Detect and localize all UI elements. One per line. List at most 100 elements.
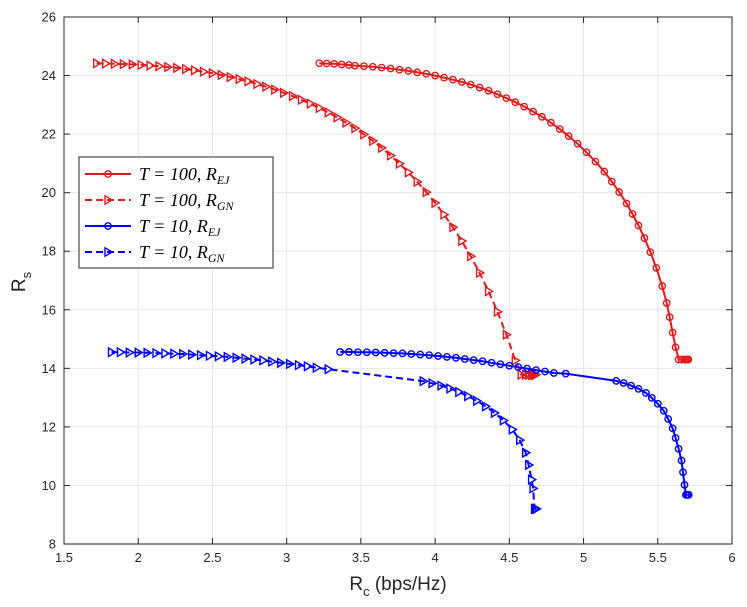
data-point xyxy=(469,356,478,365)
data-point xyxy=(223,351,233,363)
data-point xyxy=(634,221,643,230)
data-point xyxy=(371,348,380,357)
data-point xyxy=(561,369,570,378)
data-point xyxy=(524,459,535,471)
data-point xyxy=(684,355,693,364)
data-point xyxy=(484,86,493,95)
data-point xyxy=(671,343,680,352)
x-tick-label: 5 xyxy=(580,550,587,565)
data-point xyxy=(208,67,219,79)
series-line xyxy=(96,62,536,376)
data-point xyxy=(472,395,483,407)
data-point xyxy=(137,59,147,71)
data-point xyxy=(369,135,379,147)
data-point xyxy=(508,424,518,435)
data-point xyxy=(110,58,121,70)
data-point xyxy=(502,94,511,102)
data-point xyxy=(285,358,296,370)
x-tick-label: 4.5 xyxy=(500,550,518,565)
y-tick-label: 24 xyxy=(42,68,56,83)
data-point xyxy=(521,447,532,459)
legend-entry-t100-ej: T = 100, REJ xyxy=(139,164,230,187)
data-point xyxy=(443,353,451,361)
data-point xyxy=(196,349,207,361)
data-point xyxy=(541,367,549,376)
data-point xyxy=(493,306,504,318)
data-point xyxy=(404,66,413,75)
legend-entry-t100-gn: T = 100, RGN xyxy=(139,190,234,213)
data-point xyxy=(250,354,260,365)
data-point xyxy=(395,65,404,74)
data-point xyxy=(395,158,406,170)
data-point xyxy=(478,357,487,366)
data-point xyxy=(458,235,468,247)
data-point xyxy=(640,234,649,242)
data-point xyxy=(244,75,254,87)
data-point xyxy=(434,352,442,360)
data-point xyxy=(253,78,263,90)
data-point xyxy=(315,102,325,114)
data-point xyxy=(398,349,407,358)
data-point xyxy=(306,98,317,110)
series-1 xyxy=(92,57,542,381)
legend-marker-sample xyxy=(104,246,114,258)
data-point xyxy=(217,69,227,81)
data-point xyxy=(505,361,514,370)
data-point xyxy=(190,64,201,76)
data-point xyxy=(520,102,529,111)
data-point xyxy=(377,142,388,154)
data-point xyxy=(527,474,538,486)
data-point xyxy=(336,348,345,356)
data-point xyxy=(484,285,495,297)
data-point xyxy=(386,150,397,161)
data-point xyxy=(622,199,631,208)
data-point xyxy=(449,221,459,233)
data-point xyxy=(677,456,686,465)
data-point xyxy=(368,62,377,71)
series-layer xyxy=(92,57,693,515)
legend-entry-t10-gn: T = 10, RGN xyxy=(139,242,225,265)
data-point xyxy=(529,107,537,116)
data-point xyxy=(324,363,334,375)
data-point xyxy=(671,434,680,442)
legend-entry-t10-ej: T = 10, REJ xyxy=(139,216,221,239)
data-point xyxy=(259,355,269,366)
data-point xyxy=(511,98,520,107)
data-point xyxy=(467,250,477,262)
data-point xyxy=(684,490,693,499)
data-point xyxy=(419,375,429,387)
x-tick-label: 1.5 xyxy=(55,550,73,565)
data-point xyxy=(662,299,671,307)
y-tick-label: 12 xyxy=(42,419,56,434)
data-point xyxy=(619,379,628,387)
data-point xyxy=(431,197,441,209)
legend-marker-sample xyxy=(104,194,114,206)
data-point xyxy=(351,122,361,134)
data-point xyxy=(277,357,287,369)
data-point xyxy=(232,352,242,364)
data-point xyxy=(226,71,236,83)
data-point xyxy=(607,177,616,186)
y-tick-label: 18 xyxy=(42,244,56,259)
data-point xyxy=(288,90,299,102)
series-3 xyxy=(107,346,542,515)
data-point xyxy=(101,58,112,69)
data-point xyxy=(164,61,174,73)
data-point xyxy=(425,351,434,360)
data-point xyxy=(416,350,425,359)
data-point xyxy=(668,424,677,433)
data-point xyxy=(294,359,305,371)
x-tick-label: 4 xyxy=(431,550,438,565)
data-point xyxy=(532,366,540,374)
data-point xyxy=(119,58,129,70)
data-point xyxy=(455,386,465,398)
series-line xyxy=(319,62,689,361)
series-2 xyxy=(336,348,693,499)
data-point xyxy=(573,139,582,148)
x-tick-label: 2 xyxy=(135,550,142,565)
data-point xyxy=(511,355,521,366)
data-point xyxy=(271,84,281,96)
data-point xyxy=(658,282,667,290)
data-point xyxy=(502,329,512,341)
